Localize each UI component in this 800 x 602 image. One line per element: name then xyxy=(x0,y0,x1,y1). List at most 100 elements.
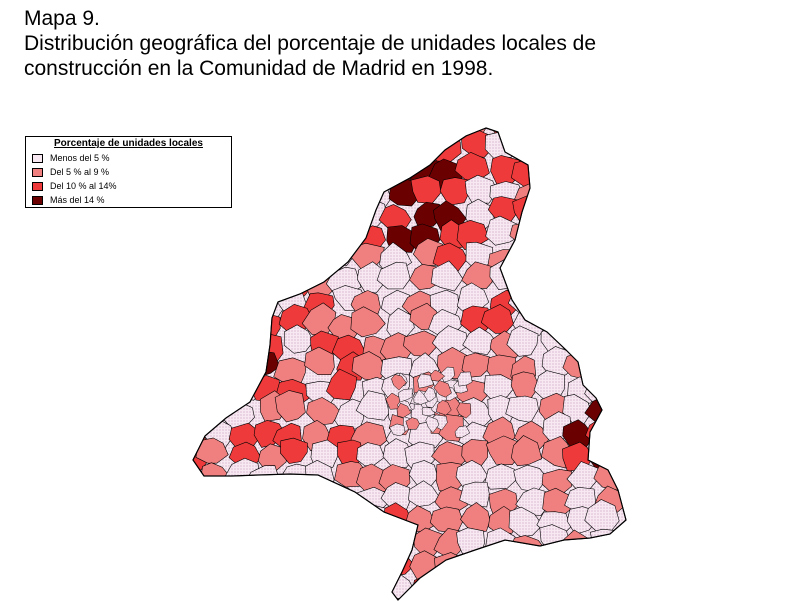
municipality xyxy=(193,287,205,317)
municipality xyxy=(274,502,309,530)
municipality xyxy=(542,305,577,335)
municipality xyxy=(375,524,410,557)
municipality xyxy=(196,284,233,316)
municipality xyxy=(459,481,490,508)
municipality xyxy=(224,219,258,247)
municipality xyxy=(361,134,395,162)
municipality-capital-area xyxy=(405,417,420,430)
title-line-3: construcción en la Comunidad de Madrid e… xyxy=(24,57,494,80)
municipality xyxy=(328,550,362,581)
municipality xyxy=(483,577,518,600)
municipality xyxy=(508,506,543,537)
municipality xyxy=(511,572,546,598)
municipality xyxy=(540,246,578,273)
municipality xyxy=(566,245,602,272)
municipality xyxy=(329,136,362,163)
municipality xyxy=(376,128,412,140)
municipality xyxy=(304,531,336,563)
municipality xyxy=(484,463,519,490)
legend-item-low: Menos del 5 % xyxy=(32,152,110,164)
municipality xyxy=(589,325,624,352)
municipality xyxy=(509,129,542,157)
municipality xyxy=(200,555,235,584)
municipality-capital-area xyxy=(436,399,452,416)
municipality xyxy=(193,463,201,488)
municipality xyxy=(279,437,308,464)
municipality xyxy=(565,128,594,140)
municipality xyxy=(274,570,308,598)
municipality xyxy=(332,523,366,557)
municipality xyxy=(567,287,596,317)
municipality xyxy=(256,173,290,205)
municipality xyxy=(506,325,539,357)
municipality xyxy=(584,578,618,600)
municipality xyxy=(583,267,617,297)
municipality xyxy=(224,265,252,290)
municipality xyxy=(590,149,624,178)
municipality xyxy=(592,128,623,156)
municipality xyxy=(193,393,206,422)
municipality xyxy=(248,151,281,181)
municipality xyxy=(404,128,438,135)
municipality xyxy=(276,218,308,248)
municipality xyxy=(249,242,282,274)
municipality xyxy=(193,219,206,246)
municipality-capital-area xyxy=(433,380,452,398)
map-title: Mapa 9. Distribución geográfica del porc… xyxy=(24,6,784,81)
municipality xyxy=(304,346,335,376)
municipality xyxy=(533,262,565,292)
municipality xyxy=(356,128,390,142)
region-border xyxy=(192,127,627,601)
municipality xyxy=(513,128,544,145)
legend-item-medium: Del 5 % al 9 % xyxy=(32,166,109,178)
municipality xyxy=(594,222,623,252)
municipality xyxy=(306,397,341,426)
municipality xyxy=(542,193,573,226)
municipality xyxy=(193,513,204,539)
title-line-1: Mapa 9. xyxy=(24,7,100,30)
municipality xyxy=(461,261,493,289)
municipality xyxy=(229,135,263,164)
municipality-boundaries xyxy=(193,128,626,600)
municipality xyxy=(307,197,340,228)
municipality xyxy=(382,438,414,469)
municipality xyxy=(193,572,205,600)
municipality xyxy=(223,289,257,318)
municipality xyxy=(193,246,210,277)
municipality xyxy=(532,217,568,247)
municipality xyxy=(283,324,314,354)
municipality xyxy=(301,549,332,583)
municipality xyxy=(358,555,392,585)
municipality xyxy=(281,546,311,578)
municipality xyxy=(559,313,591,341)
municipality xyxy=(537,548,571,580)
municipality-capital-area xyxy=(413,389,429,405)
municipality xyxy=(219,244,254,272)
municipality xyxy=(199,527,232,557)
municipality xyxy=(324,217,360,249)
legend-swatch-high xyxy=(32,181,43,191)
legend-title: Porcentaje de unidades locales xyxy=(54,138,203,149)
municipality xyxy=(568,551,597,579)
municipality xyxy=(561,261,597,288)
municipality xyxy=(431,128,462,140)
municipality xyxy=(302,478,339,509)
municipality xyxy=(274,390,306,423)
municipality xyxy=(589,528,619,557)
legend-label-very-high: Más del 14 % xyxy=(50,195,105,205)
municipality xyxy=(539,567,571,596)
municipality xyxy=(540,160,569,188)
legend-label-low: Menos del 5 % xyxy=(50,153,110,163)
municipality xyxy=(248,223,282,253)
municipality xyxy=(276,128,305,142)
municipality xyxy=(565,219,601,248)
municipality xyxy=(356,568,386,597)
municipality xyxy=(408,480,441,507)
municipality xyxy=(559,571,589,600)
municipality xyxy=(461,352,490,378)
municipality xyxy=(329,508,362,536)
municipality xyxy=(324,173,356,203)
municipality xyxy=(202,575,235,600)
municipality xyxy=(460,502,491,533)
municipality xyxy=(404,131,438,159)
